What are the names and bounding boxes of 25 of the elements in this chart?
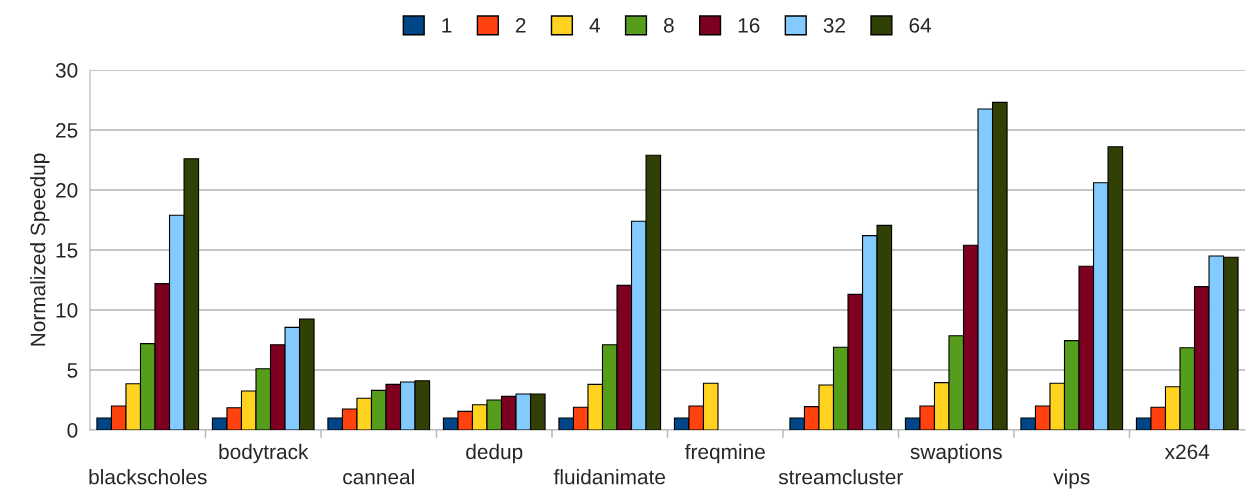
y-tick-label: 20 — [56, 183, 78, 198]
legend-label: 2 — [515, 17, 526, 33]
y-tick-label: 10 — [56, 303, 78, 318]
y-tick-label: 5 — [67, 363, 78, 378]
legend-label: 16 — [738, 17, 760, 33]
legend-label: 8 — [663, 17, 674, 33]
legend-label: 64 — [909, 17, 932, 33]
legend-label: 1 — [442, 18, 452, 33]
x-tick-label: canneal — [343, 469, 414, 485]
y-tick-label: 30 — [55, 63, 78, 78]
x-tick-label: vips — [1053, 469, 1090, 489]
x-tick-label: dedup — [466, 443, 523, 464]
y-tick-label: 25 — [56, 123, 78, 138]
x-tick-label: blackscholes — [89, 469, 207, 485]
y-tick-label: 15 — [56, 243, 78, 258]
y-tick-label: 0 — [67, 423, 78, 438]
y-axis-title: Normalized Speedup — [30, 153, 50, 346]
legend-label: 4 — [589, 18, 600, 33]
x-tick-label: bodytrack — [219, 443, 309, 464]
x-tick-label: freqmine — [685, 443, 765, 464]
x-tick-label: x264 — [1164, 444, 1210, 460]
legend-label: 32 — [823, 17, 845, 33]
x-tick-label: streamcluster — [778, 469, 903, 485]
x-tick-label: swaptions — [910, 443, 1002, 464]
x-tick-label: fluidanimate — [553, 469, 665, 485]
